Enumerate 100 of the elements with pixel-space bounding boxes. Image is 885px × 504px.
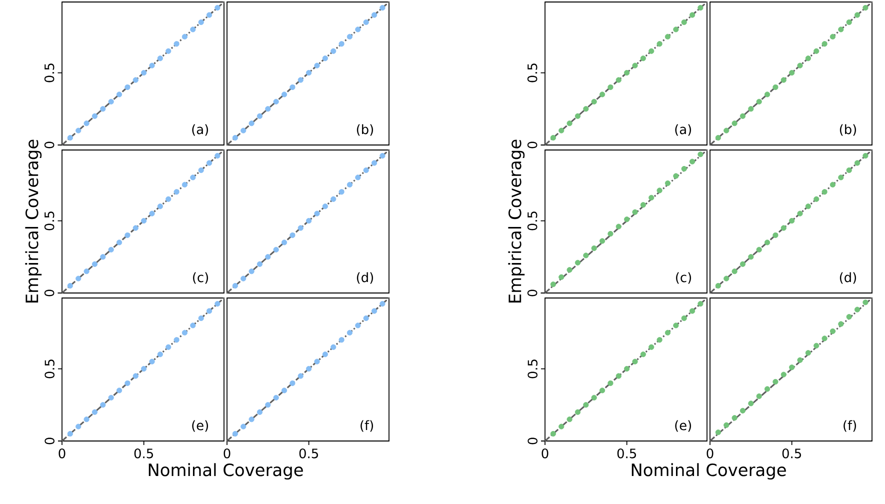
point bbox=[240, 128, 246, 134]
point bbox=[814, 342, 820, 348]
point bbox=[363, 315, 369, 322]
point bbox=[232, 282, 238, 289]
point bbox=[764, 92, 770, 98]
point bbox=[805, 56, 811, 62]
point bbox=[689, 308, 696, 314]
point bbox=[67, 134, 73, 141]
point bbox=[132, 77, 138, 83]
point bbox=[132, 373, 138, 379]
annotation: (a) bbox=[192, 124, 208, 136]
point bbox=[591, 98, 597, 104]
point bbox=[681, 166, 687, 172]
y-tick-label: 0.5 bbox=[44, 64, 54, 82]
point bbox=[149, 210, 155, 216]
point bbox=[108, 394, 114, 400]
point bbox=[664, 34, 671, 40]
point bbox=[346, 330, 353, 336]
y-tick-label: 0 bbox=[44, 142, 54, 148]
point bbox=[265, 106, 271, 112]
y-axis-title: Empirical Coverage bbox=[508, 140, 525, 302]
point bbox=[92, 113, 98, 119]
point bbox=[740, 261, 746, 267]
point bbox=[232, 134, 238, 141]
point bbox=[822, 189, 828, 195]
point bbox=[182, 330, 188, 336]
point bbox=[206, 12, 212, 18]
annotation: (e) bbox=[675, 420, 692, 432]
point bbox=[248, 120, 254, 126]
annotation: (d) bbox=[840, 272, 856, 284]
x-tick-label: 0.5 bbox=[134, 448, 153, 458]
point bbox=[290, 84, 296, 90]
point bbox=[724, 422, 730, 428]
point bbox=[157, 56, 163, 62]
point bbox=[608, 230, 614, 237]
x-tick-label: 0 bbox=[224, 448, 230, 458]
point bbox=[558, 274, 564, 280]
point bbox=[273, 98, 279, 104]
point bbox=[591, 245, 597, 252]
point bbox=[689, 158, 696, 164]
point bbox=[124, 380, 130, 386]
point bbox=[198, 19, 204, 26]
point bbox=[346, 34, 353, 40]
point bbox=[314, 358, 320, 364]
point bbox=[182, 182, 188, 188]
point bbox=[132, 225, 138, 231]
annotation: (d) bbox=[356, 272, 374, 284]
point bbox=[124, 84, 130, 90]
point bbox=[624, 216, 630, 222]
point bbox=[355, 322, 361, 328]
point bbox=[157, 204, 163, 210]
point bbox=[108, 98, 114, 104]
point bbox=[772, 84, 778, 90]
point bbox=[338, 41, 344, 47]
point bbox=[698, 4, 704, 11]
point bbox=[748, 400, 754, 406]
y-axis-title: Empirical Coverage bbox=[25, 140, 42, 302]
point bbox=[854, 160, 860, 166]
point bbox=[681, 19, 687, 26]
point bbox=[846, 167, 852, 174]
point bbox=[380, 300, 386, 307]
point bbox=[380, 4, 386, 11]
point bbox=[550, 282, 556, 288]
point bbox=[715, 430, 721, 436]
x-tick-label: 0.5 bbox=[782, 448, 801, 458]
point bbox=[624, 366, 630, 372]
point bbox=[141, 218, 147, 224]
point bbox=[256, 113, 263, 119]
point bbox=[740, 408, 746, 414]
point bbox=[574, 260, 581, 266]
point bbox=[566, 267, 572, 273]
point bbox=[182, 34, 188, 40]
point bbox=[664, 180, 671, 186]
point bbox=[599, 388, 606, 394]
point bbox=[724, 276, 730, 282]
point bbox=[92, 409, 98, 415]
point bbox=[780, 225, 786, 231]
point bbox=[166, 344, 172, 350]
point bbox=[616, 373, 622, 379]
point bbox=[797, 210, 803, 216]
point bbox=[550, 134, 556, 141]
x-tick-label: 0.5 bbox=[617, 448, 636, 458]
point bbox=[157, 352, 163, 358]
point bbox=[371, 308, 378, 314]
point bbox=[174, 189, 180, 195]
point bbox=[371, 12, 378, 18]
point bbox=[822, 336, 828, 342]
point bbox=[558, 128, 564, 134]
point bbox=[298, 225, 304, 231]
point bbox=[100, 254, 106, 260]
y-tick-label: 0.5 bbox=[44, 212, 54, 230]
point bbox=[814, 196, 820, 202]
point bbox=[116, 240, 122, 246]
point bbox=[640, 56, 646, 62]
point bbox=[632, 62, 638, 68]
point bbox=[724, 128, 730, 134]
point bbox=[149, 62, 155, 68]
x-tick-label: 0.5 bbox=[299, 448, 318, 458]
point bbox=[281, 92, 288, 98]
point bbox=[84, 268, 90, 274]
